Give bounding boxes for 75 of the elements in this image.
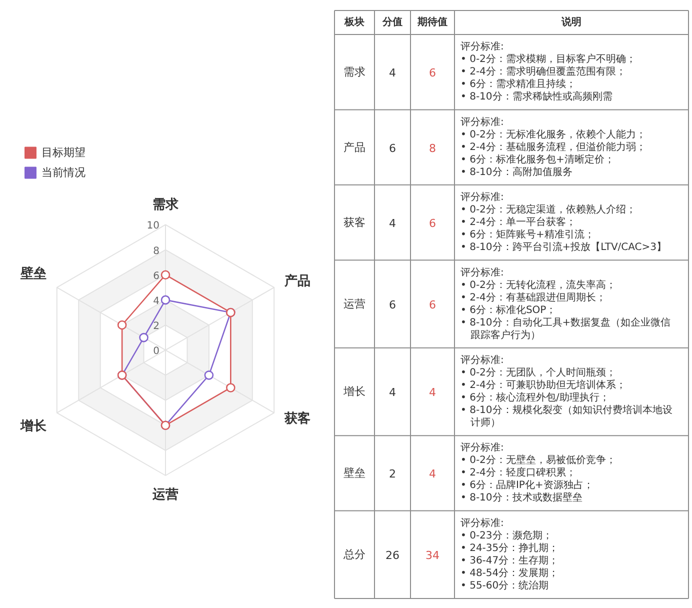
text: • 2-4分：可兼职协助但无培训体系； xyxy=(460,380,626,391)
data-label: 6 xyxy=(429,217,436,230)
text: • 0-23分：濒危期； xyxy=(460,530,552,542)
text: • 2-4分：轻度口碑积累； xyxy=(460,468,576,479)
text: 板块 xyxy=(344,16,364,28)
data-label: 4 xyxy=(389,386,396,400)
text: 评分标准: xyxy=(460,267,504,278)
y-tick-label: 6 xyxy=(153,270,160,282)
data-label: 4 xyxy=(389,66,396,80)
text: • 6分：矩阵账号+精准引流； xyxy=(460,230,594,241)
text: 评分标准: xyxy=(460,518,504,529)
category-label: 产品 xyxy=(344,140,366,154)
text: • 2-4分：有基础跟进但周期长； xyxy=(460,292,606,304)
text: 期待值 xyxy=(416,16,448,28)
text: 评分标准: xyxy=(460,192,504,204)
data-label: 4 xyxy=(389,217,396,230)
text: • 55-60分：统治期 xyxy=(460,580,549,592)
category-label: 总分 xyxy=(342,548,366,562)
text: • 8-10分：自动化工具+数据复盘（如企业微信跟踪客户行为） xyxy=(460,317,671,341)
text: • 6分：标准化SOP； xyxy=(460,304,556,316)
data-label: 26 xyxy=(386,549,400,562)
y-tick-label: 10 xyxy=(146,220,160,232)
text: • 0-2分：无壁垒，易被低价竞争； xyxy=(460,455,616,466)
text: • 36-47分：生存期； xyxy=(460,555,559,566)
text: • 6分：标准化服务包+清晰定价； xyxy=(460,154,614,166)
data-label: 6 xyxy=(429,66,436,80)
text: • 2-4分：需求明确但覆盖范围有限； xyxy=(460,66,626,78)
text: • 8-10分：需求稀缺性或高频刚需 xyxy=(460,92,612,103)
y-tick-label: 4 xyxy=(153,296,160,307)
text: • 0-2分：需求模糊，目标客户不明确； xyxy=(460,54,636,66)
text: • 48-54分：发展期； xyxy=(460,568,559,579)
spoke-label: 产品 xyxy=(283,272,310,289)
text: 评分标准: xyxy=(460,442,504,454)
text: 评分标准: xyxy=(460,354,504,366)
category-label: 获客 xyxy=(344,216,366,230)
text: • 0-2分：无稳定渠道，依赖熟人介绍； xyxy=(460,204,636,216)
text: • 6分：需求精准且持续； xyxy=(460,79,576,90)
data-label: 6 xyxy=(389,298,396,312)
text: • 2-4分：基础服务流程，但溢价能力弱； xyxy=(460,142,646,153)
category-label: 需求 xyxy=(344,66,366,79)
category-label: 增长 xyxy=(342,385,366,398)
text: • 0-2分：无转化流程，流失率高； xyxy=(460,280,616,291)
text: 说明 xyxy=(560,16,582,28)
text: 分值 xyxy=(382,16,402,28)
category-label: 运营 xyxy=(344,298,366,310)
legend-label: 目标期望 xyxy=(42,146,86,160)
data-label: 8 xyxy=(429,142,436,155)
spoke-label: 运营 xyxy=(152,486,178,502)
data-label: 6 xyxy=(389,142,396,155)
spoke-label: 壁垒 xyxy=(20,265,47,282)
y-tick-label: 0 xyxy=(153,346,160,358)
text: • 6分：核心流程外包/助理执行； xyxy=(460,392,610,404)
text: • 6分：品牌IP化+资源独占； xyxy=(460,480,594,492)
data-label: 4 xyxy=(429,468,436,481)
text: 评分标准: xyxy=(460,116,504,128)
y-tick-label: 2 xyxy=(153,321,160,332)
text: • 2-4分：单一平台获客； xyxy=(460,217,576,228)
spoke-label: 获客 xyxy=(283,410,310,426)
y-tick-label: 8 xyxy=(153,246,160,257)
text: 评分标准: xyxy=(460,42,504,53)
data-label: 2 xyxy=(389,468,396,481)
text: • 0-2分：无团队，个人时间瓶颈； xyxy=(460,367,616,378)
text: • 8-10分：跨平台引流+投放【LTV/CAC>3】 xyxy=(460,242,667,254)
data-label: 6 xyxy=(429,298,436,312)
text: • 0-2分：无标准化服务，依赖个人能力； xyxy=(460,129,646,140)
text: • 8-10分：高附加值服务 xyxy=(460,166,572,178)
legend-label: 当前情况 xyxy=(42,166,86,180)
text: • 8-10分：技术或数据壁垒 xyxy=(460,492,582,504)
category-label: 壁垒 xyxy=(344,466,366,480)
text: • 8-10分：规模化裂变（如知识付费培训本地设计师） xyxy=(460,404,672,428)
text: • 24-35分：挣扎期； xyxy=(460,542,559,554)
spoke-label: 需求 xyxy=(152,196,180,213)
spoke-label: 增长 xyxy=(20,418,48,434)
data-label: 34 xyxy=(426,549,440,562)
data-label: 4 xyxy=(429,386,436,400)
